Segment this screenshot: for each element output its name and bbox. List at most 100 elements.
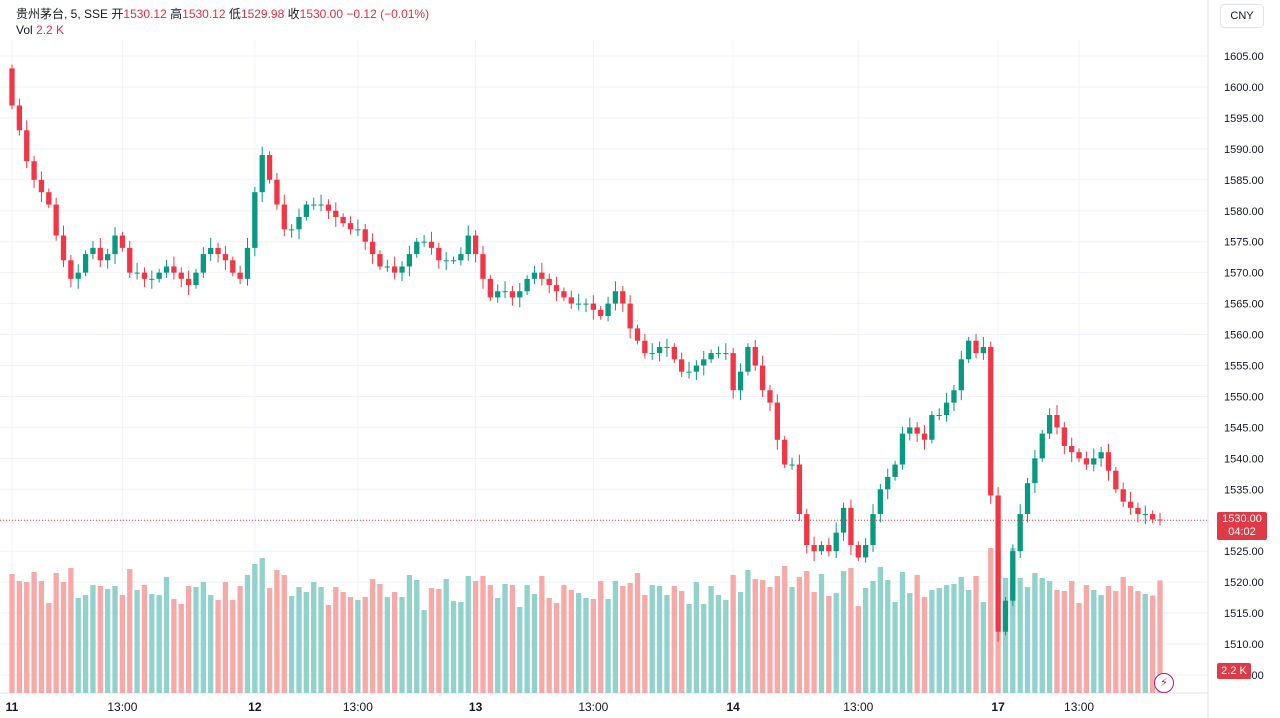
candle-body: [399, 266, 405, 273]
y-tick-label: 1520.00: [1224, 577, 1264, 589]
candle-body: [973, 340, 979, 354]
candle-body: [465, 235, 471, 255]
candle-body: [826, 545, 832, 552]
candle-body: [392, 266, 398, 273]
lightning-icon[interactable]: ⚡: [1154, 673, 1174, 693]
volume-bar: [465, 576, 471, 693]
candle-body: [708, 353, 714, 360]
candle-body: [163, 266, 170, 273]
candle-body: [936, 415, 942, 417]
currency-button[interactable]: CNY: [1220, 4, 1264, 28]
candle-body: [281, 204, 287, 230]
symbol-name[interactable]: 贵州茅台, 5, SSE: [16, 7, 109, 21]
y-tick-label: 1550.00: [1224, 391, 1264, 403]
candle-body: [862, 545, 869, 558]
candle-body: [855, 545, 861, 558]
candle-body: [656, 346, 663, 354]
volume-bar: [1091, 590, 1097, 693]
volume-bar: [156, 595, 162, 693]
volume-bar: [163, 577, 170, 693]
candle-body: [620, 291, 626, 304]
candle-body: [259, 155, 265, 193]
candle-body: [171, 266, 177, 273]
candle-body: [68, 260, 74, 279]
volume-bar: [804, 571, 810, 693]
candle-body: [598, 309, 604, 316]
candle-body: [200, 254, 206, 273]
volume-bar: [517, 607, 523, 693]
candle-body: [156, 272, 162, 279]
candle-body: [671, 346, 677, 360]
volume-bar: [1105, 586, 1112, 693]
candle-body: [38, 179, 45, 193]
candle-body: [75, 272, 81, 279]
candle-body: [208, 247, 214, 255]
volume-legend: Vol 2.2 K: [16, 23, 64, 37]
volume-bar: [1024, 587, 1031, 693]
volume-bar: [266, 588, 273, 693]
volume-bar: [774, 576, 780, 693]
y-tick-label: 1565.00: [1224, 299, 1264, 311]
volume-bar: [708, 586, 714, 693]
volume-bar: [767, 587, 773, 693]
volume-bar: [973, 576, 979, 693]
candle-body: [811, 545, 817, 552]
volume-bar: [686, 604, 692, 693]
bar-countdown: 04:02: [1228, 526, 1256, 538]
candle-body: [296, 216, 302, 230]
candle-body: [1017, 514, 1023, 552]
volume-bar: [656, 586, 663, 693]
volume-bar: [715, 595, 722, 693]
y-tick-label: 1535.00: [1224, 484, 1264, 496]
volume-bar: [1061, 591, 1067, 693]
y-tick-label: 1590.00: [1224, 144, 1264, 156]
volume-bar: [1083, 585, 1090, 693]
y-tick-label: 1540.00: [1224, 453, 1264, 465]
candle-body: [988, 346, 994, 496]
candle-body: [634, 328, 641, 341]
candle-body: [443, 260, 449, 262]
volume-bar: [936, 588, 942, 693]
candle-body: [664, 346, 670, 348]
volume-bar: [16, 581, 23, 693]
volume-bar: [907, 593, 913, 693]
volume-bar: [605, 599, 611, 693]
candle-body: [480, 254, 486, 279]
volume-bar: [914, 575, 920, 693]
volume-bar: [561, 585, 567, 693]
volume-bar: [208, 595, 214, 693]
candle-body: [472, 235, 479, 255]
volume-bar: [428, 588, 435, 693]
candle-body: [782, 439, 788, 465]
candle-body: [406, 254, 413, 267]
volume-bar: [826, 596, 832, 693]
volume-bar: [105, 589, 111, 693]
candle-body: [244, 247, 251, 279]
volume-bar: [347, 597, 354, 693]
candle-body: [752, 346, 758, 366]
last-price-tag: 1530.00 04:02: [1217, 512, 1267, 540]
volume-bar: [1076, 603, 1082, 693]
volume-bar: [90, 585, 96, 693]
candle-body: [134, 272, 140, 274]
candle-body: [502, 291, 508, 293]
candle-body: [561, 291, 567, 298]
volume-bar: [134, 590, 140, 693]
high-label: 高: [170, 7, 183, 21]
candle-body: [1032, 458, 1038, 484]
volume-bar: [9, 574, 15, 693]
volume-bar: [502, 584, 508, 693]
candle-body: [546, 278, 552, 286]
candle-body: [149, 278, 155, 280]
candle-body: [789, 464, 795, 466]
volume-bar: [693, 582, 700, 693]
candle-body: [848, 507, 854, 546]
volume-label[interactable]: Vol: [16, 23, 33, 37]
candle-body: [627, 303, 633, 329]
volume-bar: [782, 566, 788, 693]
candle-body: [686, 371, 692, 373]
candle-body: [141, 272, 148, 279]
x-tick-label: 13:00: [578, 700, 608, 714]
volume-bar: [553, 603, 560, 693]
